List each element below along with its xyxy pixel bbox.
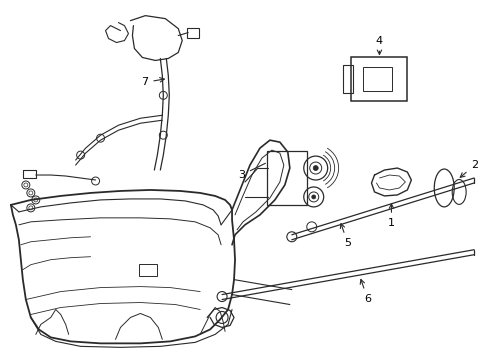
Text: 4: 4 bbox=[376, 36, 383, 54]
Circle shape bbox=[313, 166, 318, 171]
Text: 7: 7 bbox=[141, 77, 164, 87]
Circle shape bbox=[312, 195, 316, 199]
Text: 3: 3 bbox=[238, 163, 266, 180]
Text: 2: 2 bbox=[460, 160, 478, 177]
Text: 1: 1 bbox=[388, 204, 395, 228]
Text: 5: 5 bbox=[341, 224, 351, 248]
Text: 6: 6 bbox=[360, 279, 371, 303]
